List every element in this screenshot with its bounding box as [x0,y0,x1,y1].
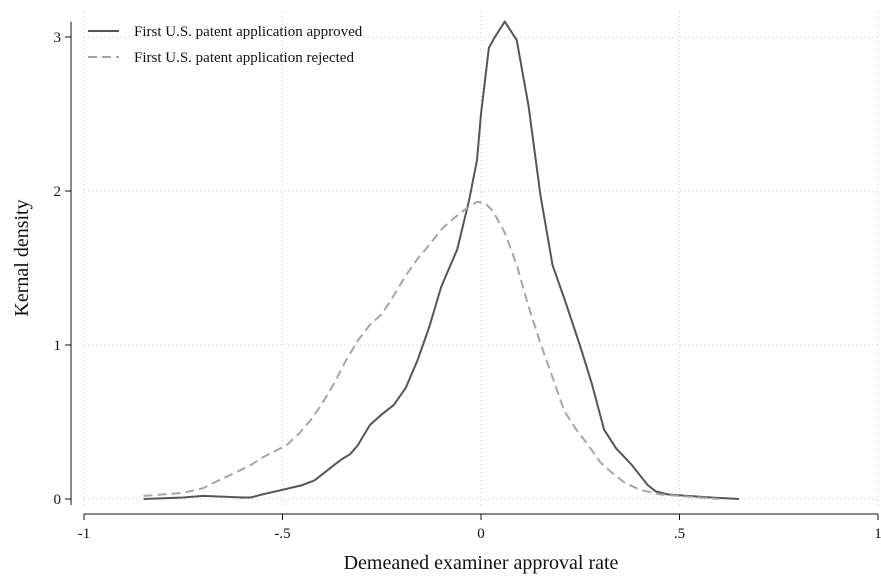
legend-label-approved: First U.S. patent application approved [134,24,363,40]
x-tick-label: -.5 [274,526,290,542]
series-layer [143,20,740,500]
series-line-rejected [143,200,720,500]
x-axis-title: Demeaned examiner approval rate [344,552,619,574]
y-tick-label: 0 [54,492,62,508]
y-tick-label: 3 [54,30,62,46]
y-tick-label: 1 [54,338,62,354]
x-tick-label: .5 [674,526,685,542]
y-axis-title: Kernal density [11,199,33,316]
y-tick-label: 2 [54,184,62,200]
legend: First U.S. patent application approved F… [88,24,363,66]
series-line-approved [143,20,740,500]
axes-layer [70,21,878,515]
ticks-layer: -1 -.5 0 .5 1 0 1 2 3 [54,30,881,542]
x-tick-label: -1 [78,526,91,542]
x-tick-label: 0 [477,526,485,542]
legend-label-rejected: First U.S. patent application rejected [134,50,354,66]
x-tick-label: 1 [874,526,881,542]
grid-layer [83,11,879,505]
